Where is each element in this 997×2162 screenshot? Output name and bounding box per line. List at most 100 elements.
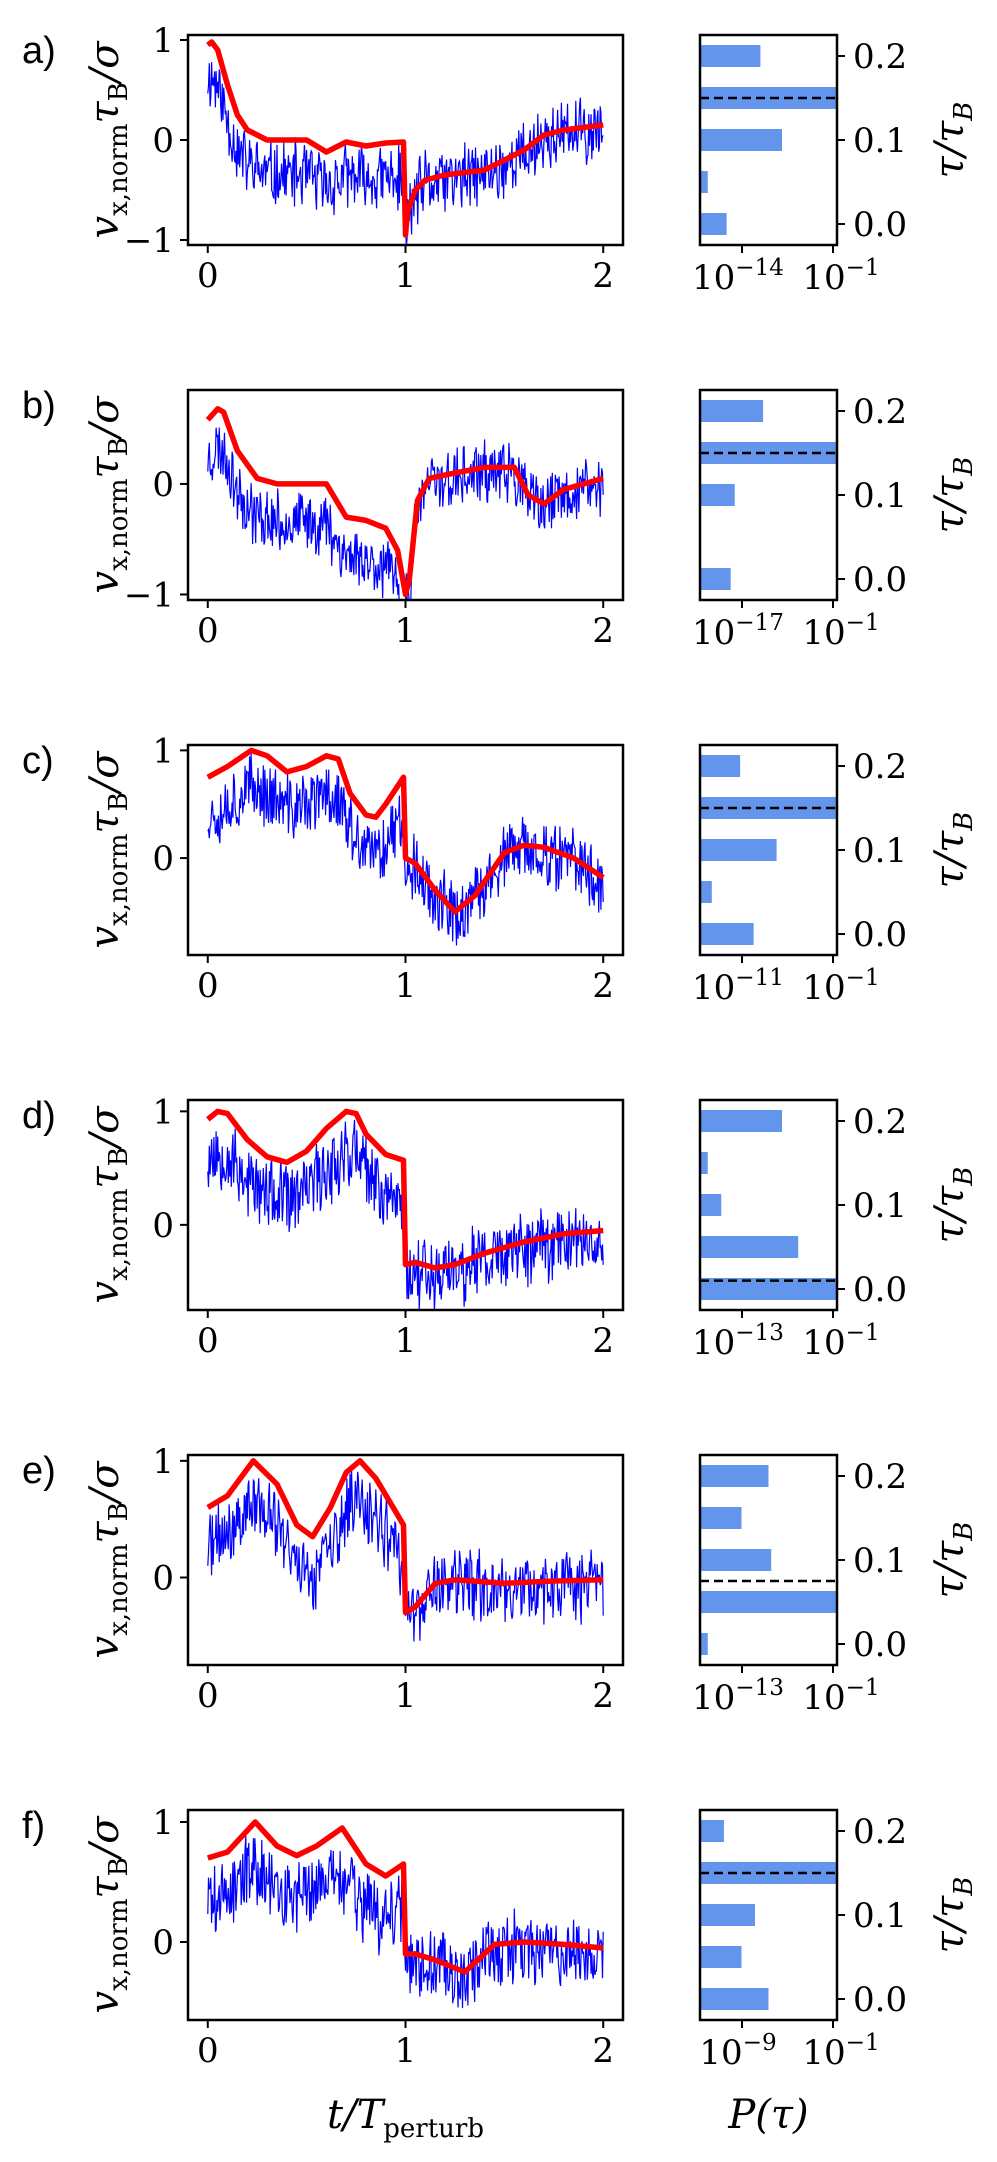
- panel-label: c): [22, 740, 54, 782]
- panel-4: e) 0 1 2 1 0 vx,normτB/σ 0.2 0.1 0.0 τ/τB 10−13 10−1: [22, 1442, 979, 1718]
- histogram-bar: [701, 1152, 708, 1174]
- fit-curve: [206, 1458, 604, 1616]
- x-tick-label: 2: [592, 2031, 614, 2071]
- hist-y-axis-label: τ/τB: [927, 457, 979, 534]
- histogram-bar: [701, 1236, 799, 1258]
- x-tick-label: 2: [592, 256, 614, 296]
- x-tick-label: 1: [395, 1676, 417, 1716]
- hist-y-tick-label: 0.1: [853, 831, 907, 871]
- hist-x-tick-label: 10−13: [692, 1320, 784, 1363]
- fit-curve: [206, 39, 604, 238]
- fit-curve: [206, 1819, 604, 1975]
- x-tick-label: 0: [197, 256, 219, 296]
- panel-label: f): [22, 1805, 45, 1847]
- noise-series: [207, 427, 604, 600]
- x-tick-label: 0: [197, 966, 219, 1006]
- y-tick-label: −1: [124, 221, 174, 261]
- noise-series: [207, 753, 604, 946]
- x-tick-label: 0: [197, 1676, 219, 1716]
- histogram-bar: [701, 1278, 836, 1300]
- y-tick-label: 1: [152, 731, 174, 771]
- x-tick-label: 0: [197, 1321, 219, 1361]
- hist-y-tick-label: 0.0: [853, 1980, 907, 2020]
- hist-x-tick-label: 10−13: [692, 1675, 784, 1718]
- y-axis-label: vx,normτB/σ: [82, 1105, 134, 1304]
- hist-y-tick-label: 0.0: [853, 1625, 907, 1665]
- histogram-bar: [701, 755, 741, 777]
- hist-y-axis-label: τ/τB: [927, 102, 979, 179]
- y-axis-label: vx,normτB/σ: [82, 750, 134, 949]
- histogram-bar: [701, 1549, 772, 1571]
- hist-y-axis-label: τ/τB: [927, 812, 979, 889]
- y-tick-label: 1: [152, 1803, 174, 1843]
- hist-x-tick-label: 10−1: [802, 1320, 879, 1363]
- hist-y-tick-label: 0.2: [853, 747, 907, 787]
- panel-3: d) 0 1 2 1 0 vx,normτB/σ 0.2 0.1 0.0 τ/τB 10−13 10−1: [22, 1092, 979, 1363]
- hist-y-tick-label: 0.2: [853, 392, 907, 432]
- histogram-bar: [701, 87, 836, 109]
- y-tick-label: 1: [152, 1092, 174, 1132]
- histogram-bar: [701, 797, 836, 819]
- histogram-bar: [701, 568, 731, 590]
- y-axis-label: vx,normτB/σ: [82, 1815, 134, 2014]
- histogram-bar: [701, 1904, 755, 1926]
- panel-1: b) 0 1 2 0 −1vx,normτB/σ 0.2 0.1 0.0 τ/τB 10−17 10−…: [22, 385, 979, 653]
- hist-x-tick-label: 10−14: [692, 255, 784, 298]
- hist-y-tick-label: 0.1: [853, 1896, 907, 1936]
- hist-y-tick-label: 0.1: [853, 476, 907, 516]
- panel-label: e): [22, 1450, 56, 1492]
- histogram-bar: [701, 213, 727, 235]
- noise-series: [207, 1835, 604, 2009]
- hist-y-tick-label: 0.1: [853, 1186, 907, 1226]
- histogram-bar: [701, 1194, 722, 1216]
- y-tick-label: 0: [152, 1923, 174, 1963]
- histogram-bar: [701, 1946, 742, 1968]
- hist-y-tick-label: 0.0: [853, 205, 907, 245]
- hist-y-tick-label: 0.2: [853, 1812, 907, 1852]
- fit-curve: [206, 1108, 604, 1271]
- histogram-bar: [701, 839, 777, 861]
- histogram-bar: [701, 1633, 708, 1655]
- hist-y-tick-label: 0.1: [853, 1541, 907, 1581]
- x-tick-label: 1: [395, 966, 417, 1006]
- y-tick-label: −1: [124, 575, 174, 615]
- x-tick-label: 2: [592, 611, 614, 651]
- histogram-bar: [701, 881, 712, 903]
- x-tick-label: 1: [395, 611, 417, 651]
- histogram-bar: [701, 1820, 724, 1842]
- hist-y-tick-label: 0.2: [853, 1102, 907, 1142]
- panel-2: c) 0 1 2 1 0 vx,normτB/σ 0.2 0.1 0.0 τ/τB 10−11 10−1: [22, 731, 979, 1008]
- histogram-bar: [701, 1862, 836, 1884]
- hist-y-tick-label: 0.2: [853, 37, 907, 77]
- hist-x-axis-label: P(τ): [727, 2092, 808, 2138]
- y-tick-label: 0: [152, 839, 174, 879]
- histogram-bar: [701, 1465, 769, 1487]
- y-axis-label: vx,normτB/σ: [82, 395, 134, 594]
- histogram-bar: [701, 1507, 742, 1529]
- x-tick-label: 0: [197, 611, 219, 651]
- hist-y-axis-label: τ/τB: [927, 1167, 979, 1244]
- y-axis-label: vx,normτB/σ: [82, 40, 134, 239]
- x-tick-label: 1: [395, 256, 417, 296]
- hist-y-tick-label: 0.2: [853, 1457, 907, 1497]
- hist-y-axis-label: τ/τB: [927, 1877, 979, 1954]
- hist-x-tick-label: 10−1: [802, 965, 879, 1008]
- histogram-bar: [701, 1988, 769, 2010]
- y-tick-label: 1: [152, 1442, 174, 1482]
- x-axis-label: t/Tperturb: [327, 2092, 484, 2144]
- hist-y-tick-label: 0.1: [853, 121, 907, 161]
- histogram-bar: [701, 171, 708, 193]
- y-tick-label: 1: [152, 21, 174, 61]
- x-tick-label: 1: [395, 2031, 417, 2071]
- hist-y-tick-label: 0.0: [853, 560, 907, 600]
- hist-x-tick-label: 10−1: [802, 2030, 879, 2073]
- panel-5: f) 0 1 2 1 0 vx,normτB/σ t/Tperturb 0.2 0.1 0.0 τ/τ…: [22, 1803, 979, 2144]
- histogram-bar: [701, 484, 735, 506]
- histogram-bar: [701, 442, 836, 464]
- hist-x-tick-label: 10−1: [802, 255, 879, 298]
- x-tick-label: 2: [592, 966, 614, 1006]
- hist-y-tick-label: 0.0: [853, 915, 907, 955]
- x-tick-label: 0: [197, 2031, 219, 2071]
